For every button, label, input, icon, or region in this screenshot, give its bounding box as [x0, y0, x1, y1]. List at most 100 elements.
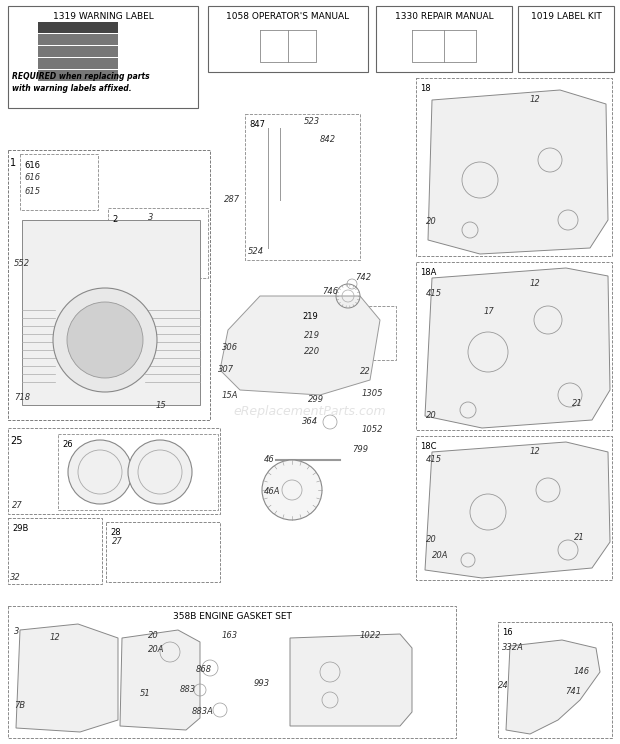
Text: 21: 21	[572, 400, 583, 408]
Text: 20: 20	[148, 632, 159, 641]
Bar	[298, 306, 396, 360]
Text: 415: 415	[426, 455, 442, 464]
Circle shape	[68, 440, 132, 504]
Text: 20: 20	[426, 217, 436, 226]
Circle shape	[262, 460, 322, 520]
Text: 12: 12	[530, 447, 541, 457]
Text: 364: 364	[302, 417, 318, 426]
Text: 32: 32	[10, 574, 20, 583]
Text: 17: 17	[484, 307, 495, 316]
Text: 20A: 20A	[148, 646, 164, 655]
Text: 1: 1	[10, 158, 16, 168]
Text: 12: 12	[50, 633, 61, 643]
Bar	[8, 606, 456, 738]
Text: 332A: 332A	[502, 644, 524, 652]
Text: 21: 21	[574, 533, 585, 542]
Text: 358B ENGINE GASKET SET: 358B ENGINE GASKET SET	[172, 612, 291, 621]
Bar	[498, 622, 612, 738]
Text: 3: 3	[148, 214, 153, 222]
Text: 51: 51	[140, 690, 151, 699]
Text: 299: 299	[308, 396, 324, 405]
Text: 16: 16	[502, 628, 513, 637]
Text: 7B: 7B	[14, 702, 25, 711]
Text: 1305: 1305	[362, 388, 384, 397]
Text: 883: 883	[180, 685, 196, 694]
Polygon shape	[425, 268, 610, 428]
Text: 306: 306	[222, 344, 238, 353]
Text: 46: 46	[264, 455, 275, 464]
Bar	[38, 22, 118, 33]
Bar	[416, 436, 612, 580]
Text: 25: 25	[10, 436, 22, 446]
Text: 219: 219	[302, 312, 317, 321]
Text: 15: 15	[156, 402, 167, 411]
Polygon shape	[16, 624, 118, 732]
Text: 2: 2	[112, 215, 117, 224]
Text: 18C: 18C	[420, 442, 436, 451]
Bar	[20, 154, 98, 210]
Text: 12: 12	[530, 280, 541, 289]
Bar	[58, 434, 218, 510]
Circle shape	[67, 302, 143, 378]
Text: 1022: 1022	[360, 632, 381, 641]
Bar	[376, 6, 512, 72]
Text: 24: 24	[498, 682, 509, 690]
Bar	[416, 262, 612, 430]
Bar	[208, 6, 368, 72]
Text: 163: 163	[222, 632, 238, 641]
Polygon shape	[120, 630, 200, 730]
Text: 18A: 18A	[420, 268, 436, 277]
Text: with warning labels affixed.: with warning labels affixed.	[12, 84, 131, 93]
Text: 1052: 1052	[362, 426, 384, 434]
Text: 741: 741	[565, 687, 581, 696]
Text: 20: 20	[426, 411, 436, 420]
Bar	[106, 522, 220, 582]
Text: 20A: 20A	[432, 551, 448, 559]
Text: 718: 718	[14, 393, 30, 402]
Text: 1319 WARNING LABEL: 1319 WARNING LABEL	[53, 12, 153, 21]
Text: 46A: 46A	[264, 487, 280, 496]
Text: 415: 415	[426, 289, 442, 298]
Text: 847: 847	[249, 120, 265, 129]
Text: 22: 22	[360, 368, 371, 376]
Text: 12: 12	[530, 95, 541, 104]
Text: 993: 993	[254, 679, 270, 688]
Text: 146: 146	[574, 667, 590, 676]
Text: 28: 28	[110, 528, 121, 537]
Circle shape	[128, 440, 192, 504]
Text: REQUIRED when replacing parts: REQUIRED when replacing parts	[12, 72, 149, 81]
Text: 287: 287	[224, 196, 240, 205]
Bar	[38, 46, 118, 57]
Text: 1330 REPAIR MANUAL: 1330 REPAIR MANUAL	[395, 12, 494, 21]
Text: 842: 842	[320, 135, 336, 144]
Bar	[8, 150, 210, 420]
Polygon shape	[428, 90, 608, 254]
Text: 742: 742	[355, 274, 371, 283]
Text: 616: 616	[24, 161, 40, 170]
Text: 20: 20	[426, 536, 436, 545]
Polygon shape	[220, 296, 380, 395]
Bar	[38, 58, 118, 69]
Text: 219: 219	[304, 332, 320, 341]
Text: 799: 799	[352, 446, 368, 455]
Text: 1019 LABEL KIT: 1019 LABEL KIT	[531, 12, 601, 21]
Text: 3: 3	[14, 627, 19, 637]
Bar	[38, 34, 118, 45]
Bar	[518, 6, 614, 72]
Polygon shape	[290, 634, 412, 726]
Text: 552: 552	[14, 260, 30, 269]
Bar	[245, 114, 360, 260]
Text: 746: 746	[322, 287, 338, 297]
Text: 307: 307	[218, 365, 234, 374]
Bar	[38, 70, 118, 81]
Bar	[416, 78, 612, 256]
Text: 868: 868	[196, 665, 212, 675]
Text: 26: 26	[62, 440, 73, 449]
Text: 883A: 883A	[192, 708, 214, 716]
Text: 524: 524	[248, 248, 264, 257]
Polygon shape	[22, 220, 200, 405]
Text: 615: 615	[24, 187, 40, 196]
Bar	[108, 208, 208, 278]
Text: 29B: 29B	[12, 524, 29, 533]
Circle shape	[53, 288, 157, 392]
